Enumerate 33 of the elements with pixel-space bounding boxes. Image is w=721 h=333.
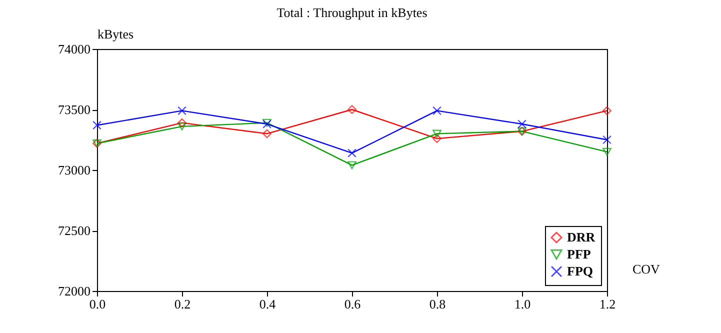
point [432, 134, 442, 144]
point [518, 120, 526, 128]
x-tick-label: 1.0 [514, 296, 531, 312]
chart-title: Total : Throughput in kBytes [276, 5, 428, 20]
x-tick-label: 0.4 [259, 296, 276, 312]
y-tick-label: 73000 [58, 162, 90, 178]
point [262, 129, 272, 138]
point [178, 106, 186, 116]
x-tick-label: 0.2 [174, 296, 191, 312]
x-tick-label: 0.8 [429, 296, 446, 312]
y-axis-title: kBytes [98, 26, 134, 42]
y-tick-label: 72000 [58, 284, 90, 298]
point [348, 105, 356, 114]
y-tick-label: 73500 [58, 102, 90, 117]
point [602, 106, 612, 116]
legend-label: DRR [567, 230, 596, 244]
point [432, 106, 442, 116]
point [602, 148, 612, 156]
point [178, 122, 186, 130]
point [348, 148, 356, 158]
y-tick-label: 72500 [58, 223, 90, 238]
point [92, 120, 102, 130]
point [432, 130, 442, 138]
x-axis-title: COV [632, 262, 661, 276]
legend-label: FPQ [567, 264, 593, 278]
point [178, 118, 186, 128]
x-tick-label: 0.6 [344, 296, 362, 312]
x-tick-label: 0.0 [89, 296, 106, 312]
x-tick-label: 1.2 [599, 296, 616, 312]
legend-label: PFP [567, 246, 591, 262]
point [348, 161, 356, 170]
y-tick-label: 74000 [58, 42, 90, 56]
point [602, 135, 612, 144]
